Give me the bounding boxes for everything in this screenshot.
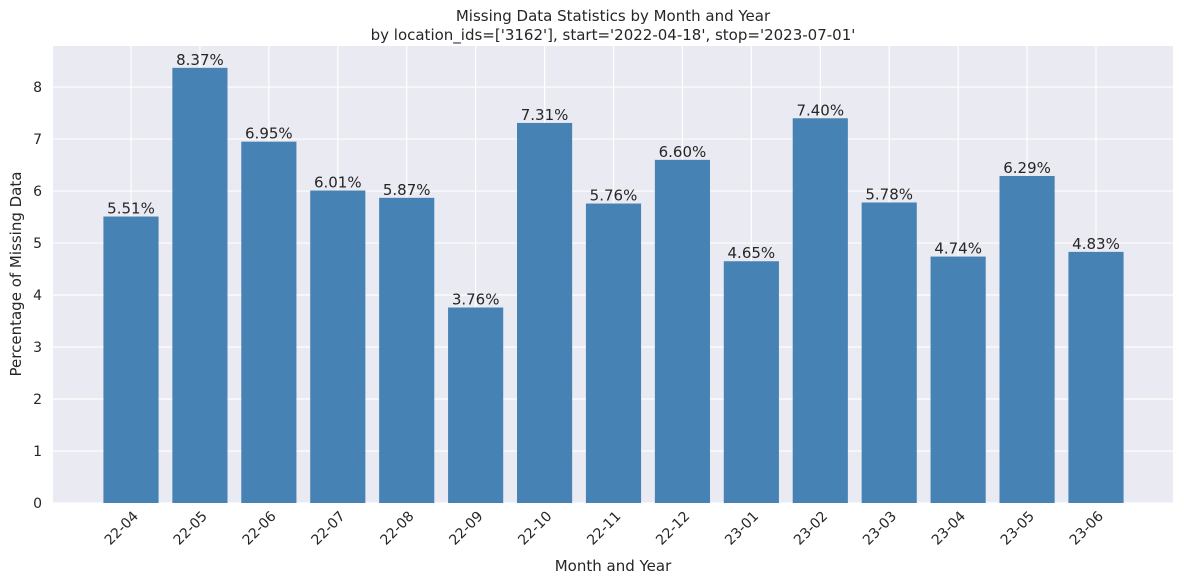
bar-22-11 [585, 203, 642, 504]
data-label-23-03: 5.78% [865, 185, 913, 203]
bar-22-06 [241, 141, 297, 503]
data-label-23-01: 4.65% [728, 244, 776, 262]
data-label-22-07: 6.01% [314, 174, 362, 192]
data-label-23-04: 4.74% [934, 240, 982, 258]
y-tick-label: 2 [33, 392, 42, 408]
x-tick-label-22-09: 22-09 [446, 509, 486, 549]
bars [103, 67, 1124, 504]
x-tick-label-22-12: 22-12 [653, 509, 693, 549]
y-tick-label: 4 [33, 288, 42, 304]
x-tick-label-22-05: 22-05 [171, 509, 211, 549]
bar-23-06 [1068, 251, 1124, 503]
data-label-22-11: 5.76% [590, 187, 638, 205]
bar-23-03 [861, 202, 917, 503]
bar-23-05 [999, 175, 1055, 504]
data-labels: 5.51% 8.37% 6.95% 6.01% 5.87% 3.76% 7.31% 5.76%… [107, 51, 1120, 309]
bar-22-04 [103, 216, 159, 503]
y-tick-label: 8 [33, 80, 42, 96]
data-label-23-06: 4.83% [1072, 235, 1120, 253]
data-label-23-02: 7.40% [796, 101, 844, 119]
y-axis-label: Percentage of Missing Data [7, 172, 25, 377]
y-tick-label: 1 [33, 444, 42, 460]
x-tick-label-22-07: 22-07 [309, 509, 349, 549]
data-label-22-12: 6.60% [659, 143, 707, 161]
data-label-22-10: 7.31% [521, 106, 569, 124]
x-tick-label-23-06: 23-06 [1067, 508, 1107, 548]
bar-22-09 [448, 307, 504, 503]
x-tick-label-23-02: 23-02 [791, 509, 831, 549]
x-tick-label-22-08: 22-08 [377, 509, 417, 549]
data-label-22-05: 8.37% [176, 51, 224, 69]
bar-22-07 [310, 190, 366, 503]
chart-subtitle: by location_ids=['3162'], start='2022-04… [371, 26, 856, 45]
x-tick-label-23-01: 23-01 [722, 509, 762, 549]
bar-23-04 [930, 256, 986, 503]
data-label-22-08: 5.87% [383, 181, 431, 199]
y-tick-label: 0 [33, 496, 42, 512]
x-tick-label-22-11: 22-11 [584, 509, 624, 549]
data-label-22-04: 5.51% [107, 200, 155, 218]
chart-title: Missing Data Statistics by Month and Yea… [456, 7, 771, 25]
x-tick-label-22-06: 22-06 [240, 508, 280, 548]
bar-22-08 [379, 197, 435, 504]
bar-23-01 [723, 261, 779, 503]
bar-22-12 [654, 159, 710, 504]
bar-22-10 [517, 122, 573, 503]
bar-23-02 [792, 118, 848, 504]
y-tick-labels: 0 1 2 3 4 5 6 7 8 [33, 80, 42, 512]
x-tick-labels: 22-04 22-05 22-06 22-07 22-08 22-09 22-10 22-11… [102, 508, 1107, 548]
data-label-22-06: 6.95% [245, 125, 293, 143]
y-tick-label: 7 [33, 132, 42, 148]
x-tick-label-22-04: 22-04 [102, 508, 142, 548]
x-tick-label-23-03: 23-03 [860, 509, 900, 549]
data-label-22-09: 3.76% [452, 291, 500, 309]
x-tick-label-23-05: 23-05 [998, 509, 1038, 549]
x-axis-label: Month and Year [555, 557, 672, 575]
x-tick-label-23-04: 23-04 [929, 508, 969, 548]
x-tick-label-22-10: 22-10 [515, 509, 555, 549]
data-label-23-05: 6.29% [1003, 159, 1051, 177]
y-tick-label: 3 [33, 340, 42, 356]
y-tick-label: 6 [33, 184, 42, 200]
bar-22-05 [172, 67, 228, 503]
y-tick-label: 5 [33, 236, 42, 252]
